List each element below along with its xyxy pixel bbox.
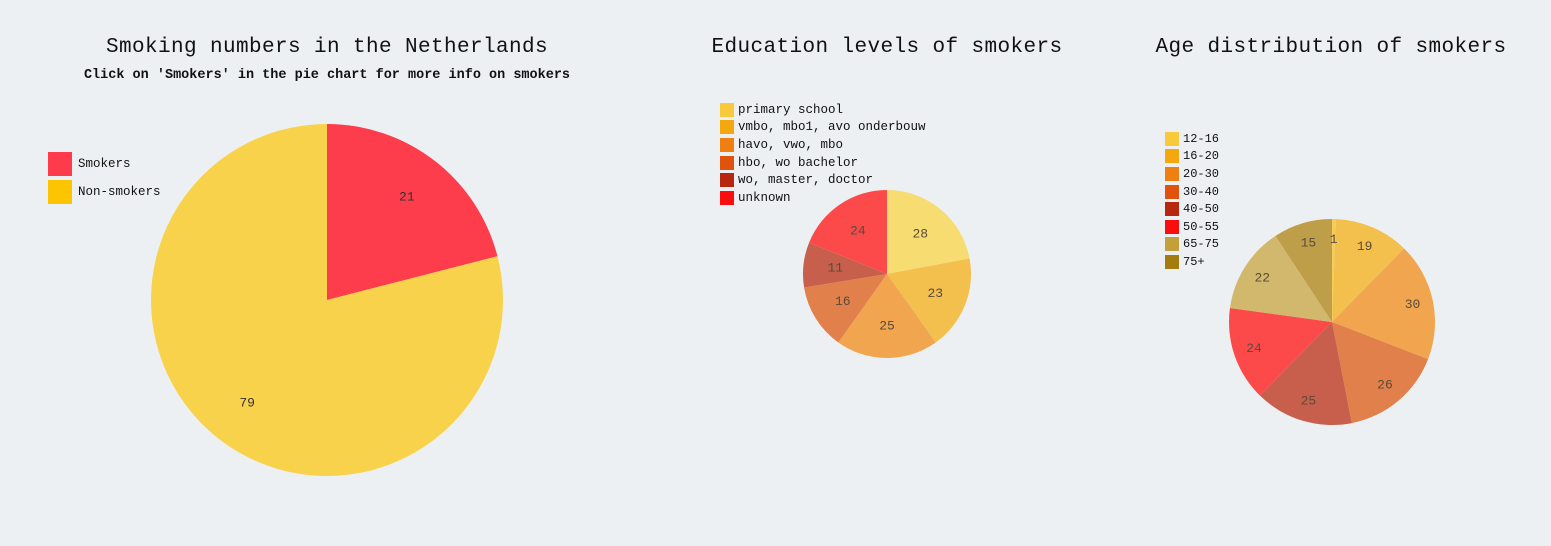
legend-item[interactable]: hbo, wo bachelor bbox=[720, 154, 926, 172]
legend-label: Smokers bbox=[78, 157, 131, 171]
pie-slice-non-smokers[interactable] bbox=[151, 124, 503, 476]
chart1-legend: Smokers Non-smokers bbox=[48, 150, 161, 206]
pie-slice-smokers[interactable] bbox=[327, 124, 498, 300]
legend-swatch bbox=[1165, 202, 1179, 217]
legend-item[interactable]: 20-30 bbox=[1165, 165, 1219, 183]
legend-label: 40-50 bbox=[1183, 202, 1220, 217]
legend-label: 65-75 bbox=[1183, 237, 1220, 252]
legend-label: hbo, wo bachelor bbox=[738, 155, 859, 170]
legend-swatch bbox=[720, 190, 734, 205]
legend-swatch bbox=[720, 137, 734, 152]
chart3-title: Age distribution of smokers bbox=[1155, 36, 1507, 59]
chart2-title: Education levels of smokers bbox=[711, 36, 1063, 59]
legend-label: unknown bbox=[738, 190, 791, 205]
legend-item[interactable]: vmbo, mbo1, avo onderbouw bbox=[720, 119, 926, 137]
legend-item[interactable]: primary school bbox=[720, 101, 926, 119]
pie-slice-16-20[interactable] bbox=[1332, 219, 1405, 322]
legend-item[interactable]: 50-55 bbox=[1165, 218, 1219, 236]
legend-swatch bbox=[1165, 131, 1179, 146]
pie-slice-primary-school[interactable] bbox=[887, 190, 970, 274]
legend-label: wo, master, doctor bbox=[738, 173, 874, 188]
legend-swatch bbox=[1165, 166, 1179, 181]
legend-swatch bbox=[1165, 149, 1179, 164]
pie-slice-65-75[interactable] bbox=[1229, 235, 1332, 322]
legend-item[interactable]: 75+ bbox=[1165, 253, 1219, 271]
pie-slice-50-55[interactable] bbox=[1228, 308, 1332, 396]
chart3-legend: 12-16 16-20 20-30 30-40 40-50 50-55 65-75 75+ bbox=[1165, 130, 1219, 271]
legend-label: vmbo, mbo1, avo onderbouw bbox=[738, 120, 926, 135]
legend-label: havo, vwo, mbo bbox=[738, 137, 844, 152]
legend-item[interactable]: 65-75 bbox=[1165, 236, 1219, 254]
legend-item[interactable]: 40-50 bbox=[1165, 200, 1219, 218]
legend-label: 30-40 bbox=[1183, 184, 1220, 199]
legend-swatch bbox=[48, 180, 72, 204]
pie-slice-20-30[interactable] bbox=[1332, 248, 1435, 360]
legend-swatch bbox=[48, 152, 72, 176]
legend-swatch bbox=[720, 155, 734, 170]
legend-swatch bbox=[1165, 237, 1179, 252]
legend-item[interactable]: Non-smokers bbox=[48, 178, 161, 206]
legend-label: 20-30 bbox=[1183, 166, 1220, 181]
pie-slice-30-40[interactable] bbox=[1332, 322, 1429, 424]
legend-label: 50-55 bbox=[1183, 219, 1220, 234]
pie-slice-hbo-wo-bachelor[interactable] bbox=[804, 274, 887, 343]
legend-swatch bbox=[1165, 184, 1179, 199]
legend-item[interactable]: 30-40 bbox=[1165, 183, 1219, 201]
legend-label: 16-20 bbox=[1183, 149, 1220, 164]
pie-slice-12-16[interactable] bbox=[1332, 219, 1336, 322]
legend-swatch bbox=[720, 173, 734, 188]
legend-swatch bbox=[720, 102, 734, 117]
legend-label: 75+ bbox=[1183, 254, 1205, 269]
legend-item[interactable]: 16-20 bbox=[1165, 148, 1219, 166]
legend-item[interactable]: havo, vwo, mbo bbox=[720, 136, 926, 154]
pie-slice-75-[interactable] bbox=[1275, 219, 1332, 322]
pie-slice-havo-vwo-mbo[interactable] bbox=[838, 274, 936, 358]
legend-label: Non-smokers bbox=[78, 185, 161, 199]
legend-item[interactable]: unknown bbox=[720, 189, 926, 207]
chart2-legend: primary school vmbo, mbo1, avo onderbouw h… bbox=[720, 101, 926, 207]
legend-item[interactable]: 12-16 bbox=[1165, 130, 1219, 148]
legend-label: 12-16 bbox=[1183, 131, 1220, 146]
pie-slice-40-50[interactable] bbox=[1259, 322, 1352, 426]
chart1-title: Smoking numbers in the Netherlands bbox=[105, 36, 549, 59]
legend-item[interactable]: Smokers bbox=[48, 150, 161, 178]
legend-swatch bbox=[1165, 254, 1179, 269]
chart1-subtitle: Click on 'Smokers' in the pie chart for … bbox=[83, 68, 571, 83]
legend-label: primary school bbox=[738, 102, 844, 117]
legend-swatch bbox=[720, 120, 734, 135]
legend-item[interactable]: wo, master, doctor bbox=[720, 171, 926, 189]
pie-slice-vmbo-mbo1-avo-onderbouw[interactable] bbox=[887, 258, 971, 343]
pie-slice-unknown[interactable] bbox=[809, 190, 887, 274]
pie-slice-wo-master-doctor[interactable] bbox=[803, 242, 887, 288]
legend-swatch bbox=[1165, 219, 1179, 234]
